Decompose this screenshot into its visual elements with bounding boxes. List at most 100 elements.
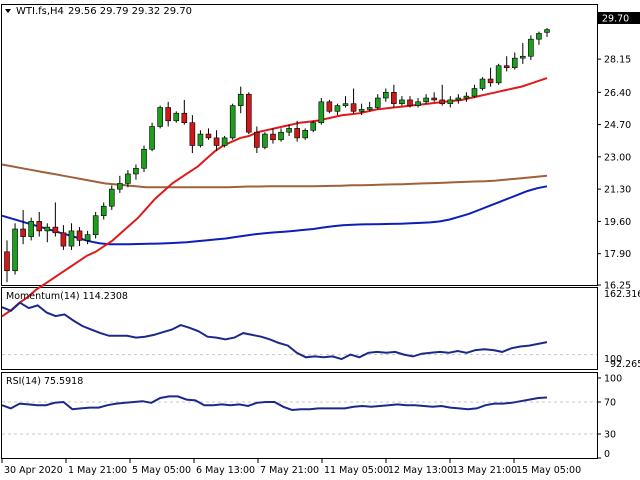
time-tick-label: 12 May 13:00: [388, 465, 453, 476]
candle-body: [471, 88, 478, 97]
candle-body: [205, 133, 212, 139]
candle: [229, 103, 236, 140]
time-tick-label: 6 May 13:00: [196, 465, 255, 476]
candle: [100, 202, 107, 220]
candle: [125, 170, 131, 188]
chevron-down-icon[interactable]: [5, 9, 11, 13]
time-tick-label: 7 May 21:00: [260, 465, 319, 476]
candle-body: [278, 131, 284, 141]
candle: [92, 211, 99, 239]
candle-body: [391, 92, 397, 105]
moving-averages: [1, 77, 548, 318]
momentum-tick-label: 162.316: [604, 289, 640, 300]
candle: [76, 227, 83, 247]
candle-body: [213, 137, 220, 146]
candle: [358, 103, 365, 116]
candle: [173, 111, 180, 123]
candle-body: [358, 109, 365, 112]
momentum-line: [1, 301, 548, 361]
candle-body: [100, 205, 107, 217]
time-tick-label: 15 May 05:00: [516, 465, 581, 476]
rsi-tick-label: 70: [604, 398, 616, 409]
candle: [197, 130, 204, 148]
candle-body: [286, 128, 292, 133]
candle: [536, 31, 542, 45]
candle-body: [157, 107, 163, 127]
candle: [254, 126, 260, 154]
candle-body: [479, 78, 486, 89]
candle: [28, 217, 34, 241]
momentum-tick-label: 100: [604, 354, 622, 365]
time-tick-label: 5 May 05:00: [132, 465, 191, 476]
price-tick-label: 17.90: [604, 249, 631, 260]
rsi-tick-label: 100: [604, 374, 622, 385]
candle-body: [254, 131, 260, 148]
candle: [213, 130, 220, 152]
candle-body: [28, 221, 34, 237]
candle: [479, 77, 486, 91]
candle: [4, 240, 10, 283]
candle-body: [125, 173, 131, 184]
candle: [431, 92, 437, 102]
candle-body: [536, 33, 542, 40]
candle: [189, 115, 196, 154]
candle: [205, 128, 212, 140]
candle: [133, 164, 139, 180]
momentum-panel-frame: [1, 287, 598, 370]
rsi-tick-label: 0: [604, 449, 610, 460]
candle: [310, 120, 317, 133]
price-tick-label: 21.30: [604, 185, 631, 196]
candle: [528, 35, 534, 61]
candle-body: [237, 93, 244, 106]
candle-body: [181, 112, 188, 123]
candle: [141, 145, 147, 173]
last-price-label: 29.70: [602, 14, 629, 25]
candle: [245, 92, 252, 135]
candle: [262, 132, 268, 150]
candle: [415, 98, 421, 108]
candle: [544, 27, 550, 37]
candle-body: [229, 105, 236, 139]
ohlc-readout: 29.56 29.79 29.32 29.70: [68, 6, 192, 17]
candle: [350, 88, 357, 114]
candle-body: [334, 105, 341, 112]
rsi-tick-label: 30: [604, 430, 616, 441]
candle: [117, 175, 123, 193]
candle-body: [455, 97, 462, 101]
candle: [374, 94, 381, 110]
ma-slow-line: [1, 163, 548, 189]
candle: [84, 230, 91, 245]
ma-fast-line: [1, 77, 548, 318]
candle: [495, 63, 502, 85]
candle-body: [36, 221, 43, 232]
candle-body: [366, 107, 373, 110]
candle: [439, 84, 446, 106]
candle: [68, 223, 75, 250]
candle: [60, 225, 67, 250]
candle-body: [52, 226, 59, 234]
candle-body: [92, 215, 99, 235]
candle-body: [108, 188, 115, 207]
candle: [366, 101, 373, 112]
candle-body: [262, 133, 268, 148]
candle-body: [294, 128, 300, 139]
candle: [326, 99, 333, 114]
candle: [36, 211, 43, 237]
candles[interactable]: [4, 27, 550, 283]
candle: [157, 105, 163, 129]
candle: [399, 96, 405, 106]
candle-body: [221, 137, 228, 146]
candle: [520, 42, 526, 64]
candle-body: [20, 228, 26, 237]
time-tick-label: 13 May 21:00: [452, 465, 517, 476]
candle-body: [141, 148, 147, 169]
candle-body: [173, 112, 180, 122]
candle-body: [270, 133, 276, 141]
momentum-tick-label: 92.265: [610, 359, 640, 370]
candle-body: [4, 251, 10, 272]
price-panel-frame: [1, 4, 598, 286]
candle: [165, 101, 171, 127]
candle: [383, 88, 389, 102]
candle: [391, 84, 397, 108]
